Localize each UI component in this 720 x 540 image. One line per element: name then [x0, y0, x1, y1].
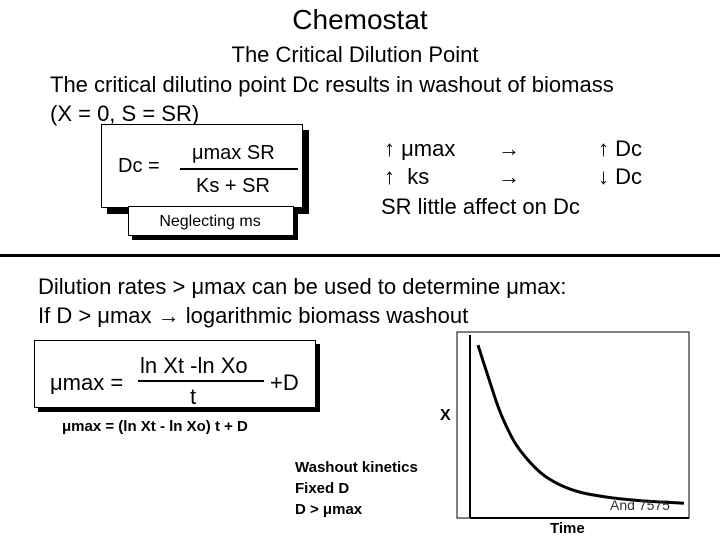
slide-subtitle: The Critical Dilution Point	[231, 42, 479, 67]
washout-line-3: D > μmax	[295, 501, 363, 518]
mu-numerator: ln Xt -ln Xo	[140, 353, 248, 378]
intro-line-2: (X = 0, S = SR)	[50, 101, 200, 126]
section-divider	[0, 254, 720, 257]
dilution-line-1: Dilution rates > μmax can be used to det…	[38, 274, 567, 299]
dc-lhs: Dc =	[118, 155, 160, 177]
effect-row3: SR little affect on Dc	[381, 194, 580, 219]
washout-curve	[476, 344, 685, 505]
dc-denominator: Ks + SR	[196, 175, 270, 197]
effect-row2-arrow: →	[498, 164, 520, 189]
dc-numerator: μmax SR	[192, 142, 275, 164]
mu-fraction-bar	[138, 380, 264, 382]
effect-row2-left: ↑ ks	[384, 164, 430, 189]
chart-y-label: X	[440, 407, 451, 424]
dc-fraction-bar	[180, 168, 298, 170]
effect-row1-arrow: →	[498, 136, 520, 161]
dilution-line-2: If D > μmax → logarithmic biomass washou…	[38, 303, 469, 328]
mu-tail: +D	[270, 370, 299, 395]
neglecting-note: Neglecting ms	[159, 213, 261, 230]
washout-line-1: Washout kinetics	[295, 459, 418, 476]
effect-row1-left: ↑ μmax	[384, 136, 456, 161]
intro-line-1: The critical dilutino point Dc results i…	[50, 72, 614, 97]
chart-x-label: Time	[550, 520, 585, 537]
effect-row2-right: ↓ Dc	[598, 164, 642, 189]
slide-title: Chemostat	[292, 4, 428, 35]
mu-denominator: t	[190, 384, 197, 409]
effect-row1-right: ↑ Dc	[598, 136, 642, 161]
chart-frame	[456, 331, 690, 519]
footer-credit: And 7575	[610, 497, 670, 513]
mu-plain-formula: μmax = (ln Xt - ln Xo) t + D	[62, 418, 248, 435]
mu-lhs: μmax =	[50, 370, 124, 395]
washout-line-2: Fixed D	[295, 480, 350, 497]
